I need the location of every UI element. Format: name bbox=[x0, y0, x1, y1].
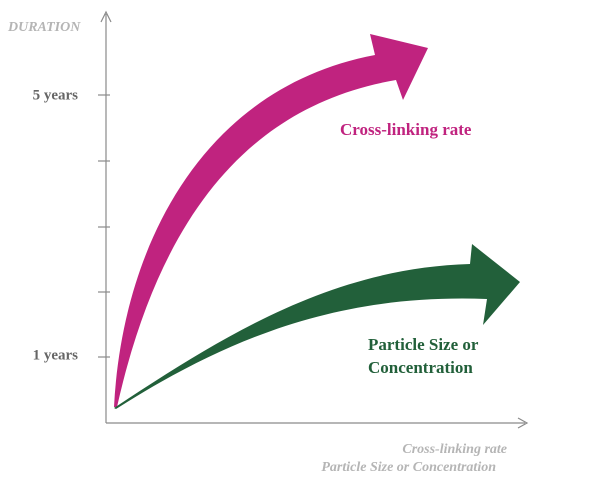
x-axis-head bbox=[517, 417, 529, 429]
y-tick-label: 5 years bbox=[33, 87, 79, 103]
arrow-label: Cross-linking rate bbox=[340, 120, 472, 139]
x-axis-title: Particle Size or Concentration bbox=[321, 460, 496, 475]
arrow-label: Particle Size or bbox=[368, 335, 479, 354]
y-axis-title: DURATION bbox=[7, 20, 81, 35]
arrow-label: Concentration bbox=[368, 358, 473, 377]
y-ticks bbox=[98, 94, 110, 358]
y-axis-head bbox=[100, 10, 112, 23]
y-tick-label: 1 years bbox=[33, 347, 79, 363]
arrow-particle bbox=[114, 244, 520, 409]
arrow-crosslinking bbox=[114, 34, 428, 407]
x-axis-title: Cross-linking rate bbox=[402, 442, 507, 457]
